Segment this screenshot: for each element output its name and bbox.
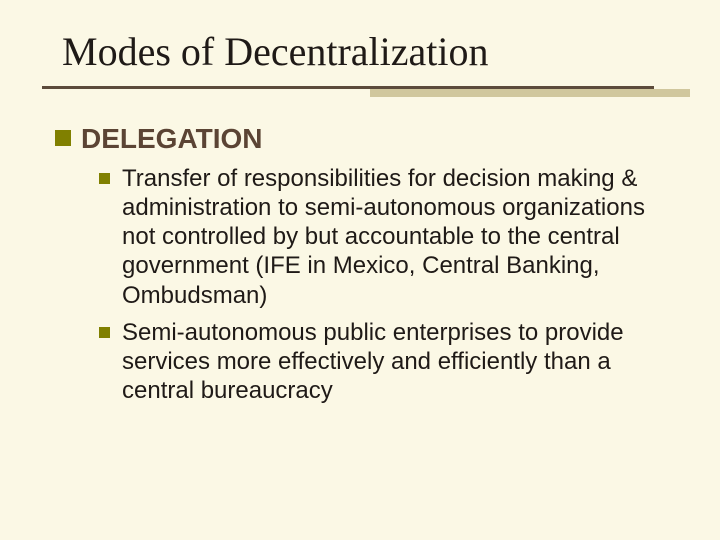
body-text: Semi-autonomous public enterprises to pr… — [122, 318, 675, 406]
slide-title: Modes of Decentralization — [62, 28, 489, 75]
heading-text: DELEGATION — [81, 122, 262, 156]
square-bullet-icon — [99, 327, 110, 338]
square-bullet-icon — [99, 173, 110, 184]
bullet-level2: Transfer of responsibilities for decisio… — [99, 164, 675, 310]
bullet-level1: DELEGATION — [55, 122, 675, 156]
bullet-level2: Semi-autonomous public enterprises to pr… — [99, 318, 675, 406]
slide: Modes of Decentralization DELEGATION Tra… — [0, 0, 720, 540]
square-bullet-icon — [55, 130, 71, 146]
title-underline-light — [370, 89, 690, 97]
body-text: Transfer of responsibilities for decisio… — [122, 164, 675, 310]
slide-content: DELEGATION Transfer of responsibilities … — [55, 122, 675, 406]
